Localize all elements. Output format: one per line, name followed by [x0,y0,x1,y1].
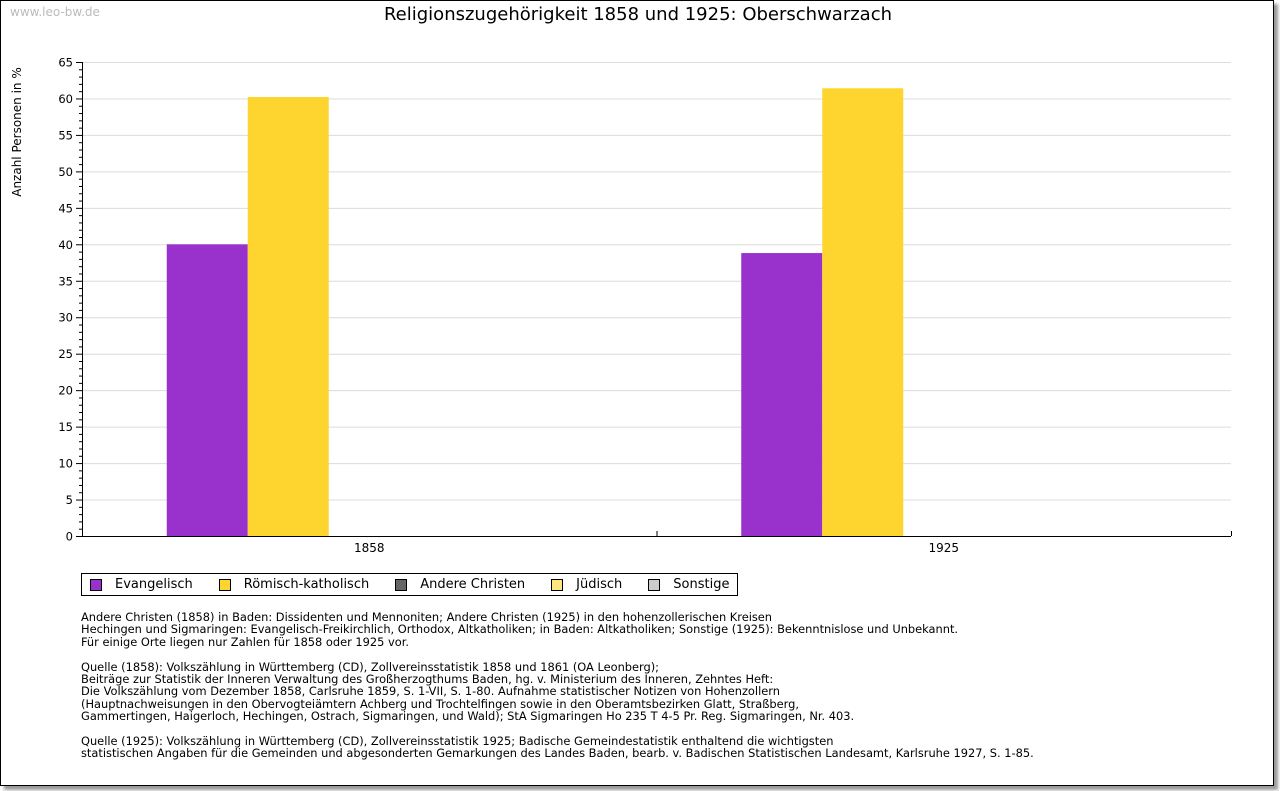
legend-item: Sonstige [648,577,729,592]
bar-evangelisch-1858 [166,244,248,537]
y-tick-label: 5 [66,493,73,507]
x-tick-label: 1858 [354,541,385,555]
legend-label: Römisch-katholisch [243,577,370,592]
legend-item: Jüdisch [551,577,622,592]
legend: Evangelisch Römisch-katholisch Andere Chri… [81,573,739,596]
bar-r-misch-katholisch-1858 [247,97,329,536]
y-tick-label: 65 [58,56,73,70]
y-tick-label: 20 [58,384,73,398]
y-tick-label: 30 [58,311,73,325]
note-categories: Andere Christen (1858) in Baden: Disside… [81,610,959,649]
legend-swatch [90,578,102,591]
bar-chart: 0 5 10 15 20 25 30 35 40 45 50 55 60 65 1858 1925 [58,56,1232,555]
legend-swatch [395,578,408,591]
y-tick-label: 35 [58,274,73,288]
note-source-1925: Quelle (1925): Volkszählung in Württembe… [81,734,1034,761]
legend-label: Andere Christen [420,577,526,592]
y-tick-label: 25 [58,347,73,361]
legend-label: Jüdisch [576,577,623,592]
y-tick-label: 55 [58,128,73,142]
note-source-1858: Quelle (1858): Volkszählung in Württembe… [81,659,855,724]
legend-label: Sonstige [673,577,730,592]
legend-swatch [648,578,661,591]
y-tick-label: 0 [66,530,73,544]
y-tick-label: 60 [58,92,73,106]
notes: Andere Christen (1858) in Baden: Disside… [81,611,1034,772]
y-tick-label: 15 [58,420,73,434]
legend-swatch [551,578,564,591]
y-tick-label: 45 [58,201,73,215]
legend-item: Evangelisch [90,577,193,592]
chart-title: Religionszugehörigkeit 1858 und 1925: Ob… [383,4,893,25]
bar-evangelisch-1925 [741,253,823,536]
y-tick-label: 40 [58,238,73,252]
watermark: www.leo-bw.de [10,5,100,19]
bar-r-misch-katholisch-1925 [822,88,904,536]
legend-label: Evangelisch [115,577,193,592]
x-tick-label: 1925 [928,541,959,555]
legend-item: Andere Christen [395,577,525,592]
legend-swatch [218,578,231,591]
y-tick-label: 50 [58,165,73,179]
legend-item: Römisch-katholisch [218,577,370,592]
y-tick-label: 10 [58,457,73,471]
